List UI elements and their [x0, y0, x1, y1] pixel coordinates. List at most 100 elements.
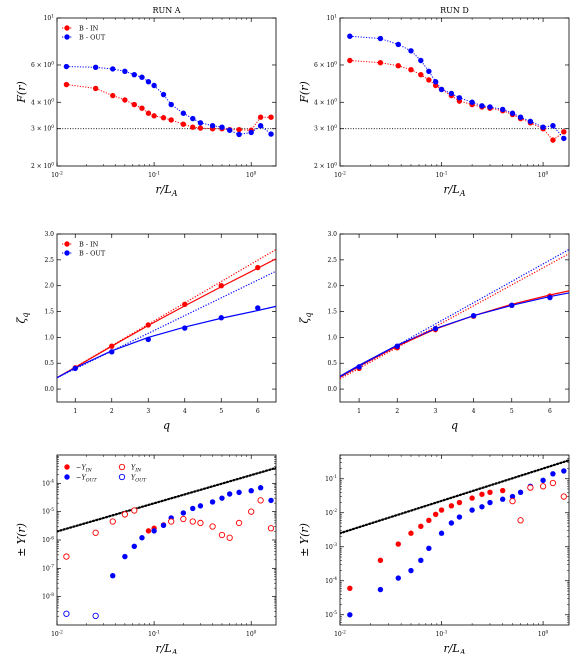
data-point-out — [122, 553, 128, 560]
data-point-in — [377, 557, 384, 563]
data-point-out — [509, 302, 515, 309]
data-point-in — [182, 301, 188, 308]
reference-slope-line — [340, 459, 569, 535]
data-point-out — [110, 66, 116, 72]
data-point-in — [426, 77, 432, 83]
data-point-out — [197, 120, 204, 126]
chart-panel-runD-zeta: 1 2 3 4 5 6 0.0 0.5 1.0 1.5 2.0 2.5 3.0 q ζq — [298, 231, 570, 432]
data-point-in — [395, 63, 401, 69]
data-point-in — [408, 66, 414, 73]
fit-line-out-solid — [57, 305, 276, 379]
legend: −YIN​−YOUT​ YIN​YOUT​ — [64, 463, 147, 483]
x-tick-label: 3 — [146, 408, 150, 415]
y-tick-label: 2.0 — [327, 283, 337, 290]
data-point-out — [255, 305, 261, 311]
data-point-in-open — [226, 534, 233, 541]
series-line-out — [66, 66, 272, 135]
y-tick-label: 0.0 — [327, 386, 337, 393]
data-point-out — [109, 349, 115, 355]
legend-marker — [64, 241, 70, 247]
fit-line-in-solid — [340, 290, 569, 378]
x-axis-label: r/LA — [443, 642, 465, 654]
legend-marker — [64, 474, 70, 480]
data-point-out — [487, 104, 493, 110]
x-axis-label: r/LA — [155, 183, 177, 198]
x-axis-label: r/LA — [443, 183, 465, 198]
data-point-in — [408, 530, 414, 536]
x-tick-label: 10-1​ — [436, 171, 448, 179]
data-point-out — [248, 129, 254, 136]
data-point-in — [160, 115, 167, 121]
y-tick-label: 2 × 100​ — [31, 162, 54, 170]
y-tick-label: 101​ — [44, 14, 55, 22]
plot-frame — [56, 17, 277, 167]
data-point-out — [180, 110, 187, 116]
data-point-in — [561, 129, 567, 135]
data-point-out — [517, 489, 524, 495]
data-point-out — [209, 499, 216, 505]
x-tick-label: 1 — [357, 408, 361, 415]
data-point-out — [219, 495, 225, 501]
data-point-out — [418, 57, 424, 64]
y-tick-label: 10-6​ — [42, 536, 54, 544]
y-tick-label: 10-4​ — [42, 480, 54, 488]
data-point-out — [131, 71, 137, 78]
x-tick-label: 4 — [472, 408, 476, 415]
y-axis-label: F(r) — [298, 81, 311, 103]
plot-frame — [339, 233, 570, 403]
y-tick-label: 0.5 — [44, 360, 54, 367]
data-point-in — [432, 511, 439, 518]
y-axis-label: F(r) — [15, 81, 28, 103]
legend-marker — [64, 34, 70, 40]
data-point-out — [561, 135, 567, 142]
x-tick-label: 2 — [110, 408, 114, 415]
data-point-in-open — [560, 493, 567, 500]
data-point-out — [160, 91, 167, 98]
y-axis-label: ζq — [15, 312, 30, 323]
data-point-in — [218, 282, 224, 289]
data-point-in — [499, 487, 506, 494]
y-tick-label: 10-5​ — [42, 508, 54, 516]
y-tick-label: 6 × 100​ — [314, 61, 337, 69]
x-axis-label: q — [163, 419, 170, 432]
data-point-out — [151, 528, 157, 534]
x-tick-label: 6 — [256, 408, 260, 415]
data-point-in — [347, 57, 353, 64]
y-tick-label: 1.0 — [44, 334, 54, 341]
legend-label: −YIN​ — [76, 463, 93, 473]
data-point-out — [438, 530, 445, 536]
legend-label: YIN​ — [131, 463, 142, 473]
data-point-out — [236, 489, 242, 496]
data-point-out — [408, 48, 414, 54]
y-tick-label: 2.5 — [44, 257, 54, 264]
data-point-out — [540, 477, 546, 484]
data-point-out — [479, 504, 485, 510]
chart-panel-runA-F: 10-2​ 10-1​ 100​ 2 × 100​ 3 × 100​ 4 × 100​ 6 … — [15, 6, 277, 198]
data-point-in — [151, 113, 157, 119]
y-tick-label: 3.0 — [327, 231, 337, 238]
y-tick-label: 1.5 — [327, 309, 337, 316]
data-point-out — [160, 522, 167, 529]
data-point-out — [487, 499, 493, 506]
data-point-in-open — [235, 519, 243, 527]
data-point-out — [499, 106, 506, 113]
data-point-out — [268, 497, 274, 504]
chart-panel-runD-F: 10-2​ 10-1​ 100​ 2 × 100​ 3 × 100​ 4 × 100​ 6 … — [298, 6, 570, 198]
data-point-in-open — [509, 497, 516, 505]
data-point-out — [236, 131, 242, 138]
legend-label: B - IN — [79, 24, 99, 32]
data-point-out — [92, 64, 99, 71]
fit-line-in-dotted — [57, 248, 276, 379]
data-point-in — [197, 125, 204, 131]
data-point-out — [561, 468, 567, 474]
data-point-out — [426, 545, 432, 552]
fit-line-out-dotted — [340, 248, 569, 378]
data-point-in-open — [527, 484, 534, 491]
legend-marker — [118, 473, 126, 481]
y-tick-label: 3 × 100​ — [314, 125, 337, 133]
data-point-out — [394, 343, 400, 349]
x-tick-label: 6 — [548, 408, 552, 415]
data-point-in — [418, 71, 424, 78]
data-point-in — [456, 499, 463, 506]
